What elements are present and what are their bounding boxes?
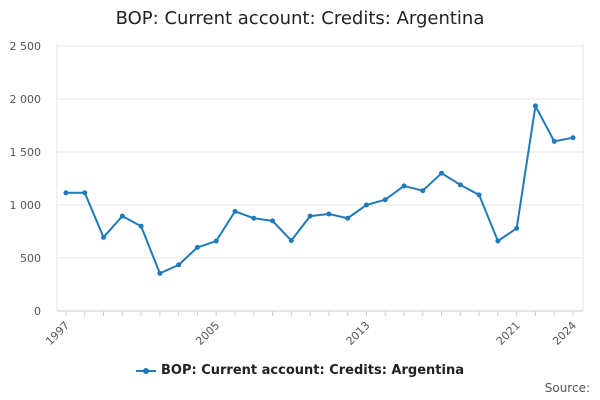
data-point: [551, 138, 557, 144]
data-point: [232, 208, 238, 214]
data-point: [401, 183, 407, 189]
x-tick-label: 2005: [193, 319, 222, 348]
legend-swatch: [136, 366, 157, 376]
data-point: [476, 192, 482, 198]
data-point: [382, 197, 388, 203]
data-point: [63, 190, 69, 196]
data-point: [101, 234, 107, 240]
data-point: [495, 238, 501, 244]
data-point: [307, 213, 313, 219]
data-point: [439, 170, 445, 176]
data-point: [363, 202, 369, 208]
data-point: [345, 215, 351, 221]
series-line: [66, 104, 574, 275]
y-tick-label: 1 000: [10, 199, 42, 212]
axes: 0 500 1 000 1 500 2 000 2 500 1997 2005 2013 2021…: [10, 40, 583, 348]
data-point: [270, 218, 276, 224]
legend-dot-marker: [143, 367, 150, 374]
x-tick-label: 1997: [43, 319, 72, 348]
legend[interactable]: BOP: Current account: Credits: Argentina: [0, 363, 600, 378]
data-point: [213, 238, 219, 244]
data-point: [570, 135, 576, 141]
data-point: [194, 244, 200, 250]
data-point: [514, 225, 520, 231]
y-tick-label: 2 500: [10, 40, 42, 53]
x-tick-label: 2024: [550, 319, 579, 348]
legend-label: BOP: Current account: Credits: Argentina: [161, 363, 464, 378]
data-point: [532, 103, 538, 109]
data-point: [176, 262, 182, 268]
data-point: [82, 190, 88, 196]
data-point: [138, 223, 144, 229]
y-tick-label: 500: [20, 252, 41, 265]
data-point: [288, 238, 294, 244]
source-label: Source:: [544, 381, 590, 395]
grid-lines: [56, 44, 584, 311]
data-point: [457, 182, 463, 188]
series-layer: [63, 103, 576, 276]
data-point: [251, 215, 257, 221]
data-point: [326, 211, 332, 217]
chart-title: BOP: Current account: Credits: Argentina: [115, 8, 485, 29]
data-point: [420, 188, 426, 194]
data-point: [119, 213, 125, 219]
y-tick-label: 2 000: [10, 93, 42, 106]
x-tick-label: 2013: [344, 319, 373, 348]
data-point: [157, 270, 163, 276]
y-tick-label: 0: [34, 305, 41, 318]
y-tick-label: 1 500: [10, 146, 42, 159]
x-tick-label: 2021: [494, 319, 523, 348]
